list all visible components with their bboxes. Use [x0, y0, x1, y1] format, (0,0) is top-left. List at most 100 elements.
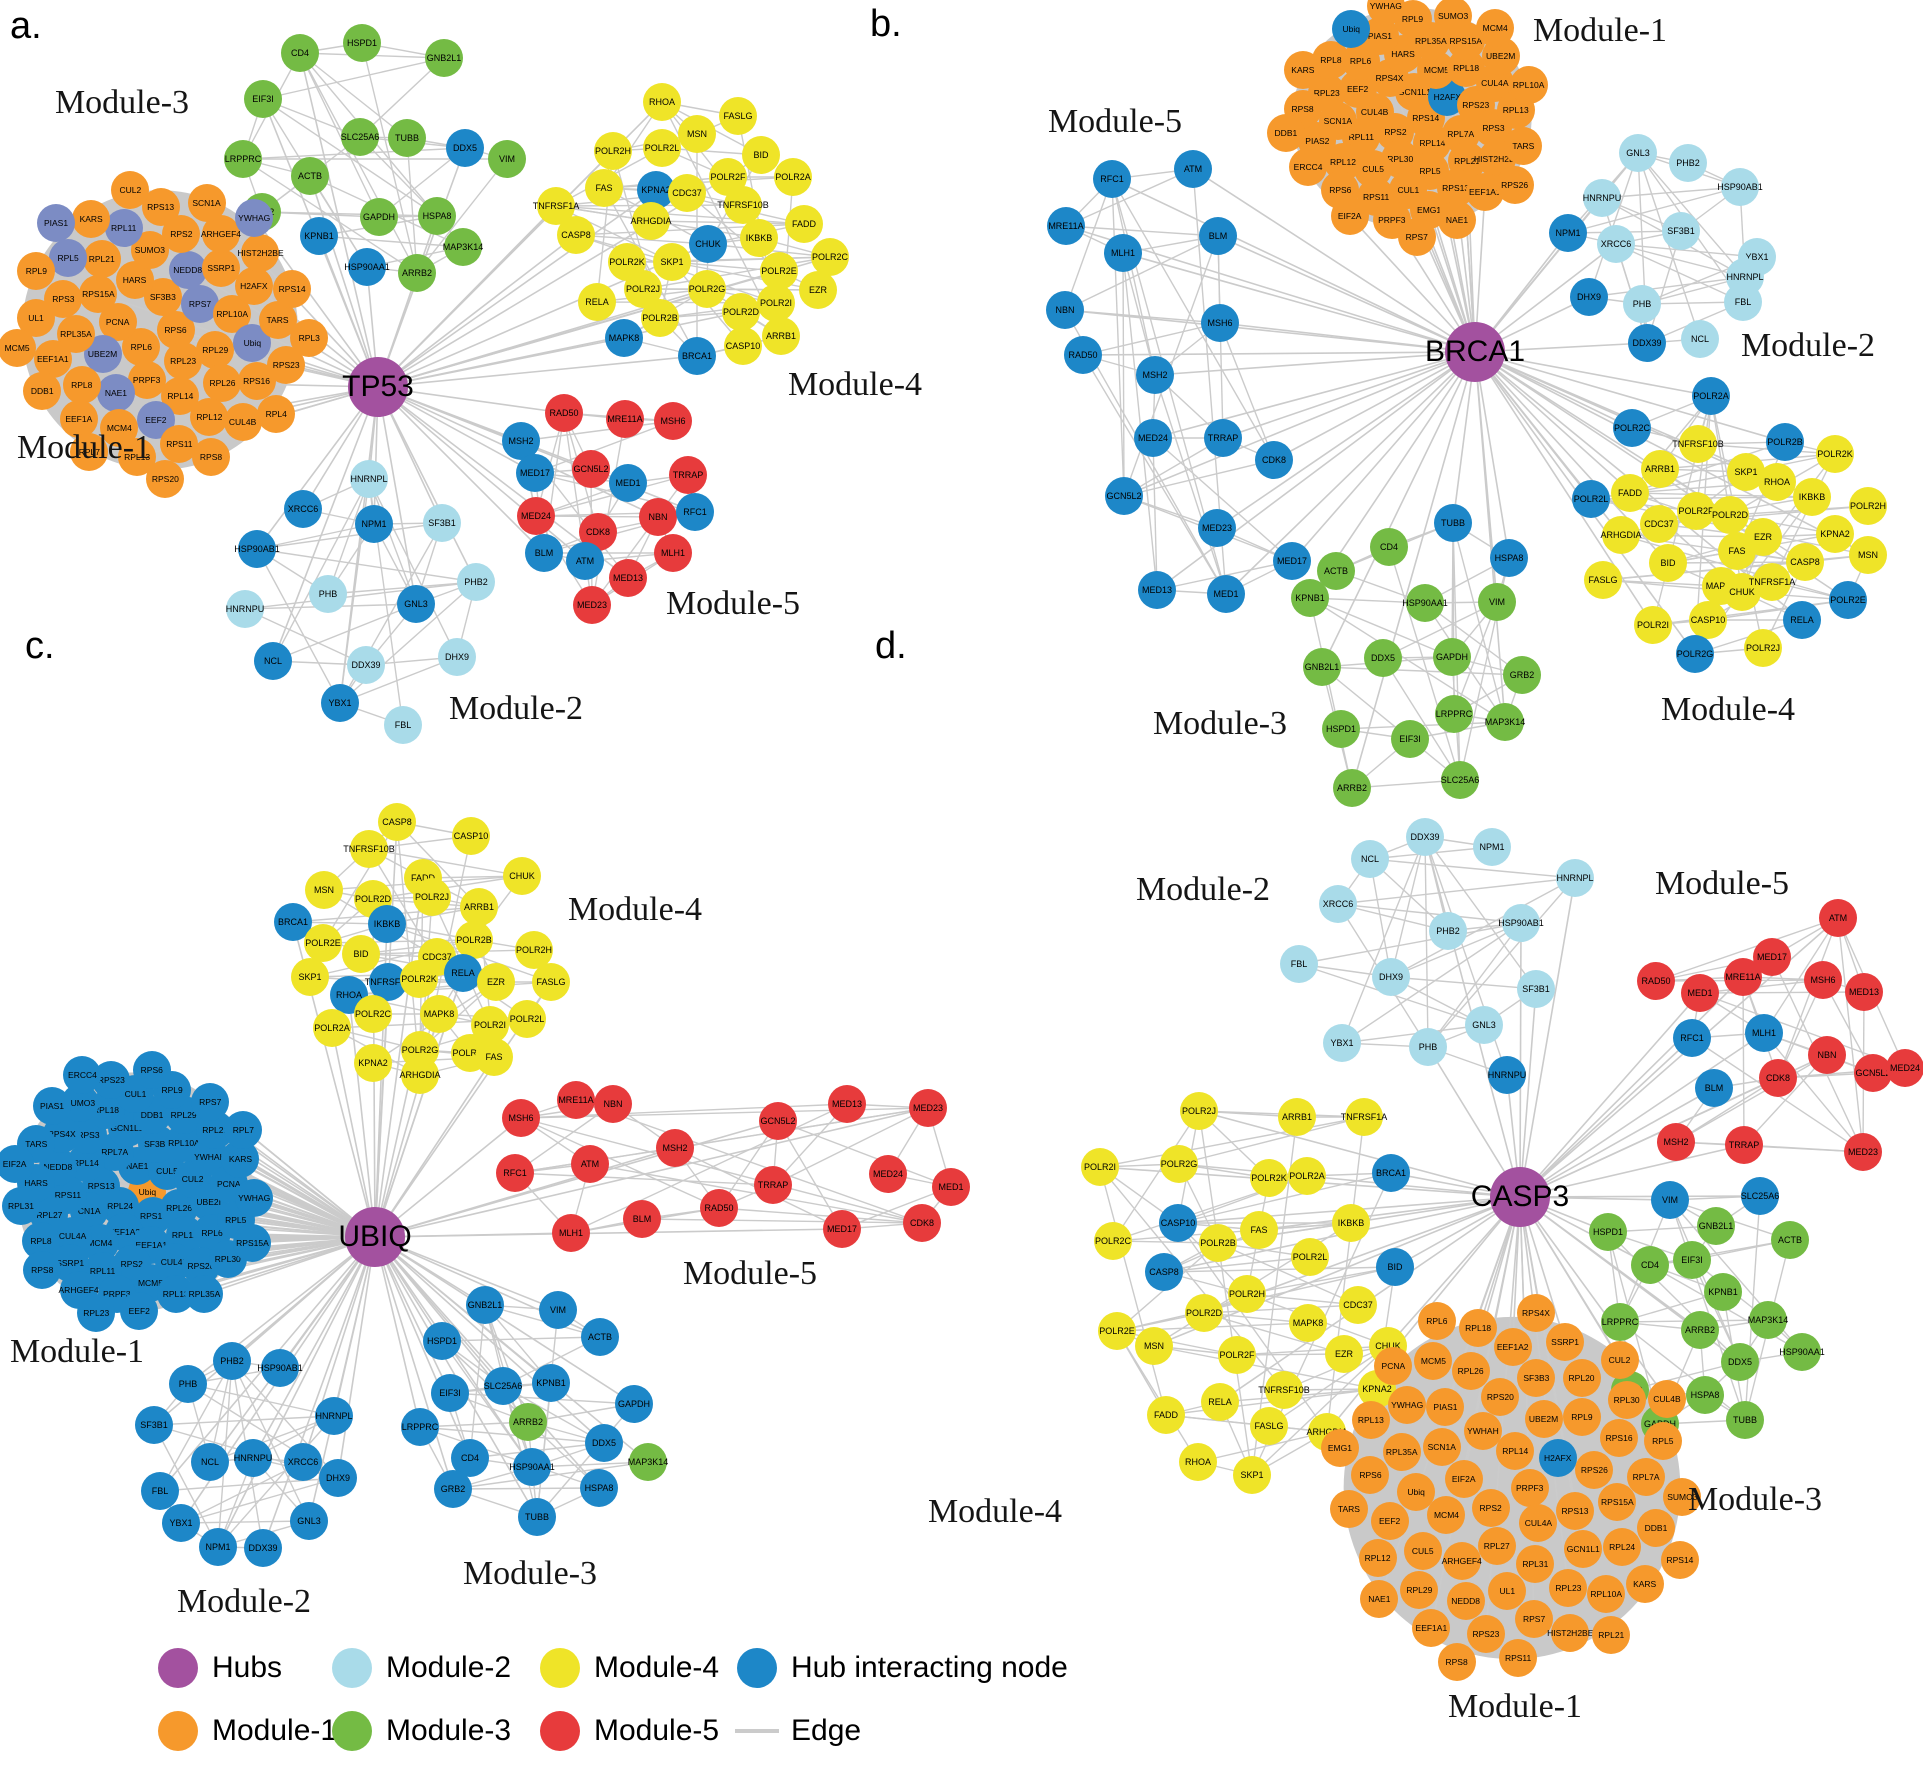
node-RPS16: RPS16 [237, 362, 276, 401]
edge [1474, 351, 1506, 723]
node-CASP10: CASP10 [724, 327, 762, 365]
node-HIST2H2BE: HIST2H2BE [1547, 1614, 1593, 1653]
hub-label-CASP3: CASP3 [1470, 1180, 1570, 1213]
node-MED24: MED24 [1134, 419, 1172, 457]
node-RPL7: RPL7 [70, 433, 109, 472]
edge [1306, 1175, 1521, 1198]
edge [1326, 1116, 1365, 1433]
edge [374, 1228, 843, 1238]
node-MED17: MED17 [823, 1210, 861, 1248]
node-POLR2E: POLR2E [1829, 581, 1867, 619]
node-MRE11A: MRE11A [1724, 958, 1762, 996]
node-POLR2G: POLR2G [688, 270, 726, 308]
node-RPS26: RPS26 [1575, 1450, 1614, 1489]
node-YWHAG: YWHAG [1388, 1386, 1427, 1425]
edge [520, 1117, 923, 1224]
node-CDC37: CDC37 [1640, 505, 1678, 543]
node-FASLG: FASLG [1250, 1407, 1288, 1445]
node-SLC25A6: SLC25A6 [1441, 761, 1479, 799]
edge [1771, 453, 1836, 583]
node-BID: BID [1376, 1248, 1414, 1286]
node-RAD50: RAD50 [1637, 962, 1675, 1000]
node-XRCC6: XRCC6 [284, 490, 322, 528]
edge [374, 1236, 454, 1490]
edge [374, 877, 424, 1238]
node-EIF3I: EIF3I [1391, 720, 1429, 758]
node-HSP90AA1: HSP90AA1 [344, 248, 390, 286]
edge [1198, 1110, 1253, 1476]
module-label: Module-1 [1532, 12, 1668, 49]
node-BID: BID [1649, 544, 1687, 582]
node-VIM: VIM [1478, 583, 1516, 621]
edge [180, 1520, 310, 1524]
node-Ubiq: Ubiq [1332, 9, 1371, 48]
node-FBL: FBL [1280, 945, 1318, 983]
edge [1309, 597, 1353, 789]
node-DDX39: DDX39 [1628, 324, 1666, 362]
node-MSH6: MSH6 [654, 402, 692, 440]
node-KPNB1: KPNB1 [300, 217, 338, 255]
node-TNFRSF1A: TNFRSF1A [1341, 1098, 1387, 1136]
legend-swatch-module1 [158, 1711, 198, 1751]
edge [777, 1120, 843, 1230]
edge [1424, 836, 1537, 990]
node-SF3B3: SF3B3 [1517, 1358, 1556, 1397]
edge [377, 337, 625, 388]
node-NPM1: NPM1 [1473, 828, 1511, 866]
node-BRCA1: BRCA1 [678, 337, 716, 375]
edge [337, 1236, 376, 1479]
node-RPL14: RPL14 [1496, 1431, 1535, 1470]
node-MLH1: MLH1 [654, 534, 692, 572]
node-SUMO3: SUMO3 [1434, 0, 1473, 35]
node-IKBKB: IKBKB [1793, 478, 1831, 516]
node-RPS16: RPS16 [1600, 1418, 1639, 1457]
edge [1225, 351, 1476, 595]
node-SLC25A6: SLC25A6 [341, 118, 379, 156]
node-EEF1A2: EEF1A2 [1493, 1328, 1532, 1367]
node-UL1: UL1 [1488, 1571, 1527, 1610]
edge [1351, 351, 1476, 789]
module-label: Module-4 [567, 891, 703, 928]
edge [1519, 1144, 1745, 1198]
node-MRE11A: MRE11A [606, 400, 644, 438]
edge [1156, 351, 1476, 591]
node-SF3B1: SF3B1 [1517, 970, 1555, 1008]
node-YWHAH: YWHAH [1463, 1412, 1502, 1451]
node-FAS: FAS [475, 1038, 513, 1076]
node-RFC1: RFC1 [1673, 1019, 1711, 1057]
node-BID: BID [742, 136, 780, 174]
node-PHB: PHB [169, 1365, 207, 1403]
edge [1763, 917, 1839, 1034]
node-FASLG: FASLG [532, 963, 570, 1001]
edge [374, 1120, 779, 1238]
edge [1152, 437, 1293, 562]
legend-swatch-hub [158, 1648, 198, 1688]
node-MAPK8: MAPK8 [420, 995, 458, 1033]
node-HSP90AA1: HSP90AA1 [1402, 584, 1448, 622]
edge [1197, 1431, 1328, 1463]
node-RHOA: RHOA [643, 83, 681, 121]
hub-node-CASP3 [1490, 1167, 1550, 1227]
module-label: Module-3 [1687, 1481, 1823, 1518]
node-POLR2J: POLR2J [1744, 629, 1782, 667]
node-LRPPRC: LRPPRC [1435, 695, 1473, 733]
node-GAPDH: GAPDH [360, 198, 398, 236]
edge [1699, 979, 1824, 994]
edge [374, 1107, 929, 1238]
node-POLR2A: POLR2A [1692, 377, 1730, 415]
edge [1474, 351, 1654, 626]
node-MLH1: MLH1 [1104, 234, 1142, 272]
edge [1099, 1116, 1365, 1168]
edge [1369, 858, 1576, 879]
edge [1387, 1196, 1521, 1347]
node-RELA: RELA [1783, 601, 1821, 639]
node-RAD50: RAD50 [545, 394, 583, 432]
node-NBN: NBN [639, 498, 677, 536]
node-NAE1: NAE1 [1360, 1580, 1399, 1619]
node-POLR2B: POLR2B [1766, 423, 1804, 461]
node-ARHGDIA: ARHGDIA [1601, 516, 1642, 554]
node-RPS7: RPS7 [181, 285, 220, 324]
edge [377, 386, 545, 554]
node-HSPA8: HSPA8 [1686, 1376, 1724, 1414]
edge [591, 474, 689, 606]
